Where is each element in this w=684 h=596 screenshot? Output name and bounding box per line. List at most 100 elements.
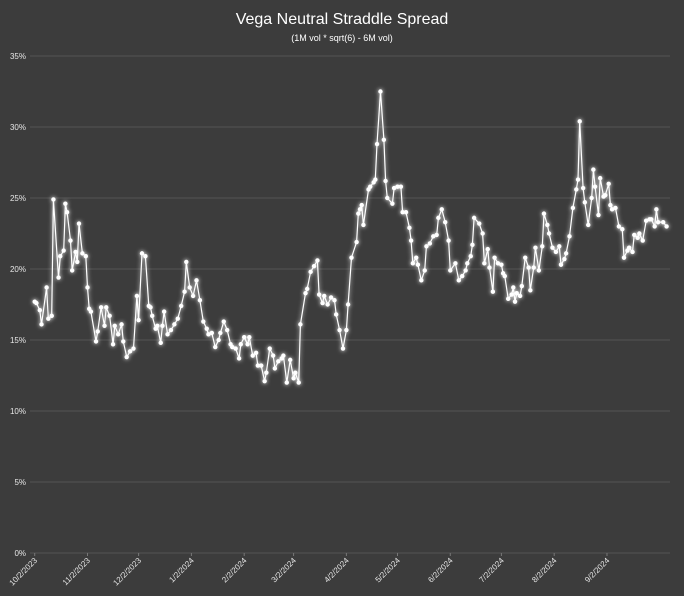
data-point — [446, 238, 451, 243]
data-point — [250, 353, 255, 358]
data-point — [218, 330, 223, 336]
data-point — [620, 227, 625, 232]
data-point — [287, 357, 293, 363]
y-tick-label: 20% — [10, 265, 26, 274]
data-point — [165, 332, 170, 337]
data-point — [528, 288, 533, 293]
data-point — [632, 232, 637, 238]
data-point — [606, 181, 611, 186]
data-point — [259, 363, 264, 368]
data-point — [378, 89, 383, 94]
data-point — [374, 141, 380, 147]
data-point — [637, 231, 642, 236]
data-point — [284, 380, 289, 385]
data-point — [293, 370, 298, 375]
data-point — [427, 241, 433, 246]
data-point — [398, 184, 404, 189]
data-point — [603, 192, 608, 198]
data-point — [621, 255, 627, 260]
data-point — [136, 317, 141, 323]
data-point — [230, 344, 235, 350]
data-point — [102, 323, 107, 328]
data-point — [298, 322, 303, 327]
data-point — [63, 201, 68, 206]
data-point — [345, 302, 351, 307]
data-point — [613, 205, 618, 211]
data-point — [308, 269, 313, 275]
data-point — [85, 285, 90, 290]
data-point — [477, 221, 482, 226]
data-point — [270, 353, 276, 358]
data-point — [332, 298, 337, 303]
data-point — [315, 258, 320, 263]
data-point — [104, 305, 109, 310]
data-point — [264, 370, 269, 375]
data-point — [558, 262, 564, 267]
y-tick-label: 10% — [10, 407, 26, 416]
data-point — [586, 222, 591, 228]
data-point — [209, 330, 215, 336]
data-point — [64, 210, 70, 215]
data-point — [403, 210, 409, 215]
data-point — [514, 290, 519, 296]
data-point — [436, 215, 441, 221]
data-point — [580, 185, 586, 191]
data-point — [531, 265, 536, 270]
data-point — [311, 263, 317, 269]
data-point — [448, 268, 453, 273]
data-point — [281, 353, 286, 358]
data-point — [110, 342, 116, 347]
data-point — [121, 339, 126, 344]
data-point — [107, 313, 112, 319]
data-point — [95, 329, 100, 334]
data-point — [550, 245, 555, 250]
data-point — [511, 285, 516, 290]
data-point — [83, 254, 88, 259]
data-point — [190, 293, 196, 299]
data-point — [158, 340, 163, 346]
data-point — [354, 239, 359, 245]
data-point — [168, 327, 174, 333]
data-point — [495, 261, 501, 266]
data-point — [505, 296, 511, 302]
data-point — [187, 285, 192, 290]
data-point — [533, 245, 538, 250]
y-tick-label: 0% — [14, 549, 26, 558]
data-point — [178, 303, 184, 309]
data-point — [316, 292, 322, 297]
data-point — [480, 231, 485, 236]
data-point — [523, 255, 528, 260]
y-tick-label: 25% — [10, 194, 26, 203]
data-point — [592, 184, 598, 189]
data-point — [320, 300, 325, 306]
data-point — [574, 187, 579, 192]
data-point — [344, 327, 349, 333]
data-point — [276, 359, 281, 364]
data-point — [414, 255, 419, 260]
data-point — [395, 184, 400, 189]
data-point — [385, 195, 390, 201]
chart-subtitle: (1M vol * sqrt(6) - 6M vol) — [291, 33, 393, 43]
data-point — [197, 298, 203, 303]
data-point — [424, 244, 429, 249]
data-point — [161, 309, 167, 314]
data-point — [591, 167, 596, 172]
data-point — [485, 246, 490, 252]
data-point — [616, 224, 622, 229]
data-point — [553, 249, 559, 255]
data-point — [468, 254, 473, 259]
data-point — [519, 283, 525, 289]
data-point — [131, 346, 136, 351]
data-point — [119, 322, 124, 327]
data-point — [213, 344, 218, 350]
data-point — [540, 244, 545, 249]
data-point — [526, 265, 531, 270]
data-point — [68, 238, 73, 243]
data-point — [492, 255, 497, 260]
data-point — [649, 217, 654, 222]
data-point — [337, 327, 342, 333]
data-point — [589, 195, 594, 201]
data-point — [49, 313, 54, 319]
